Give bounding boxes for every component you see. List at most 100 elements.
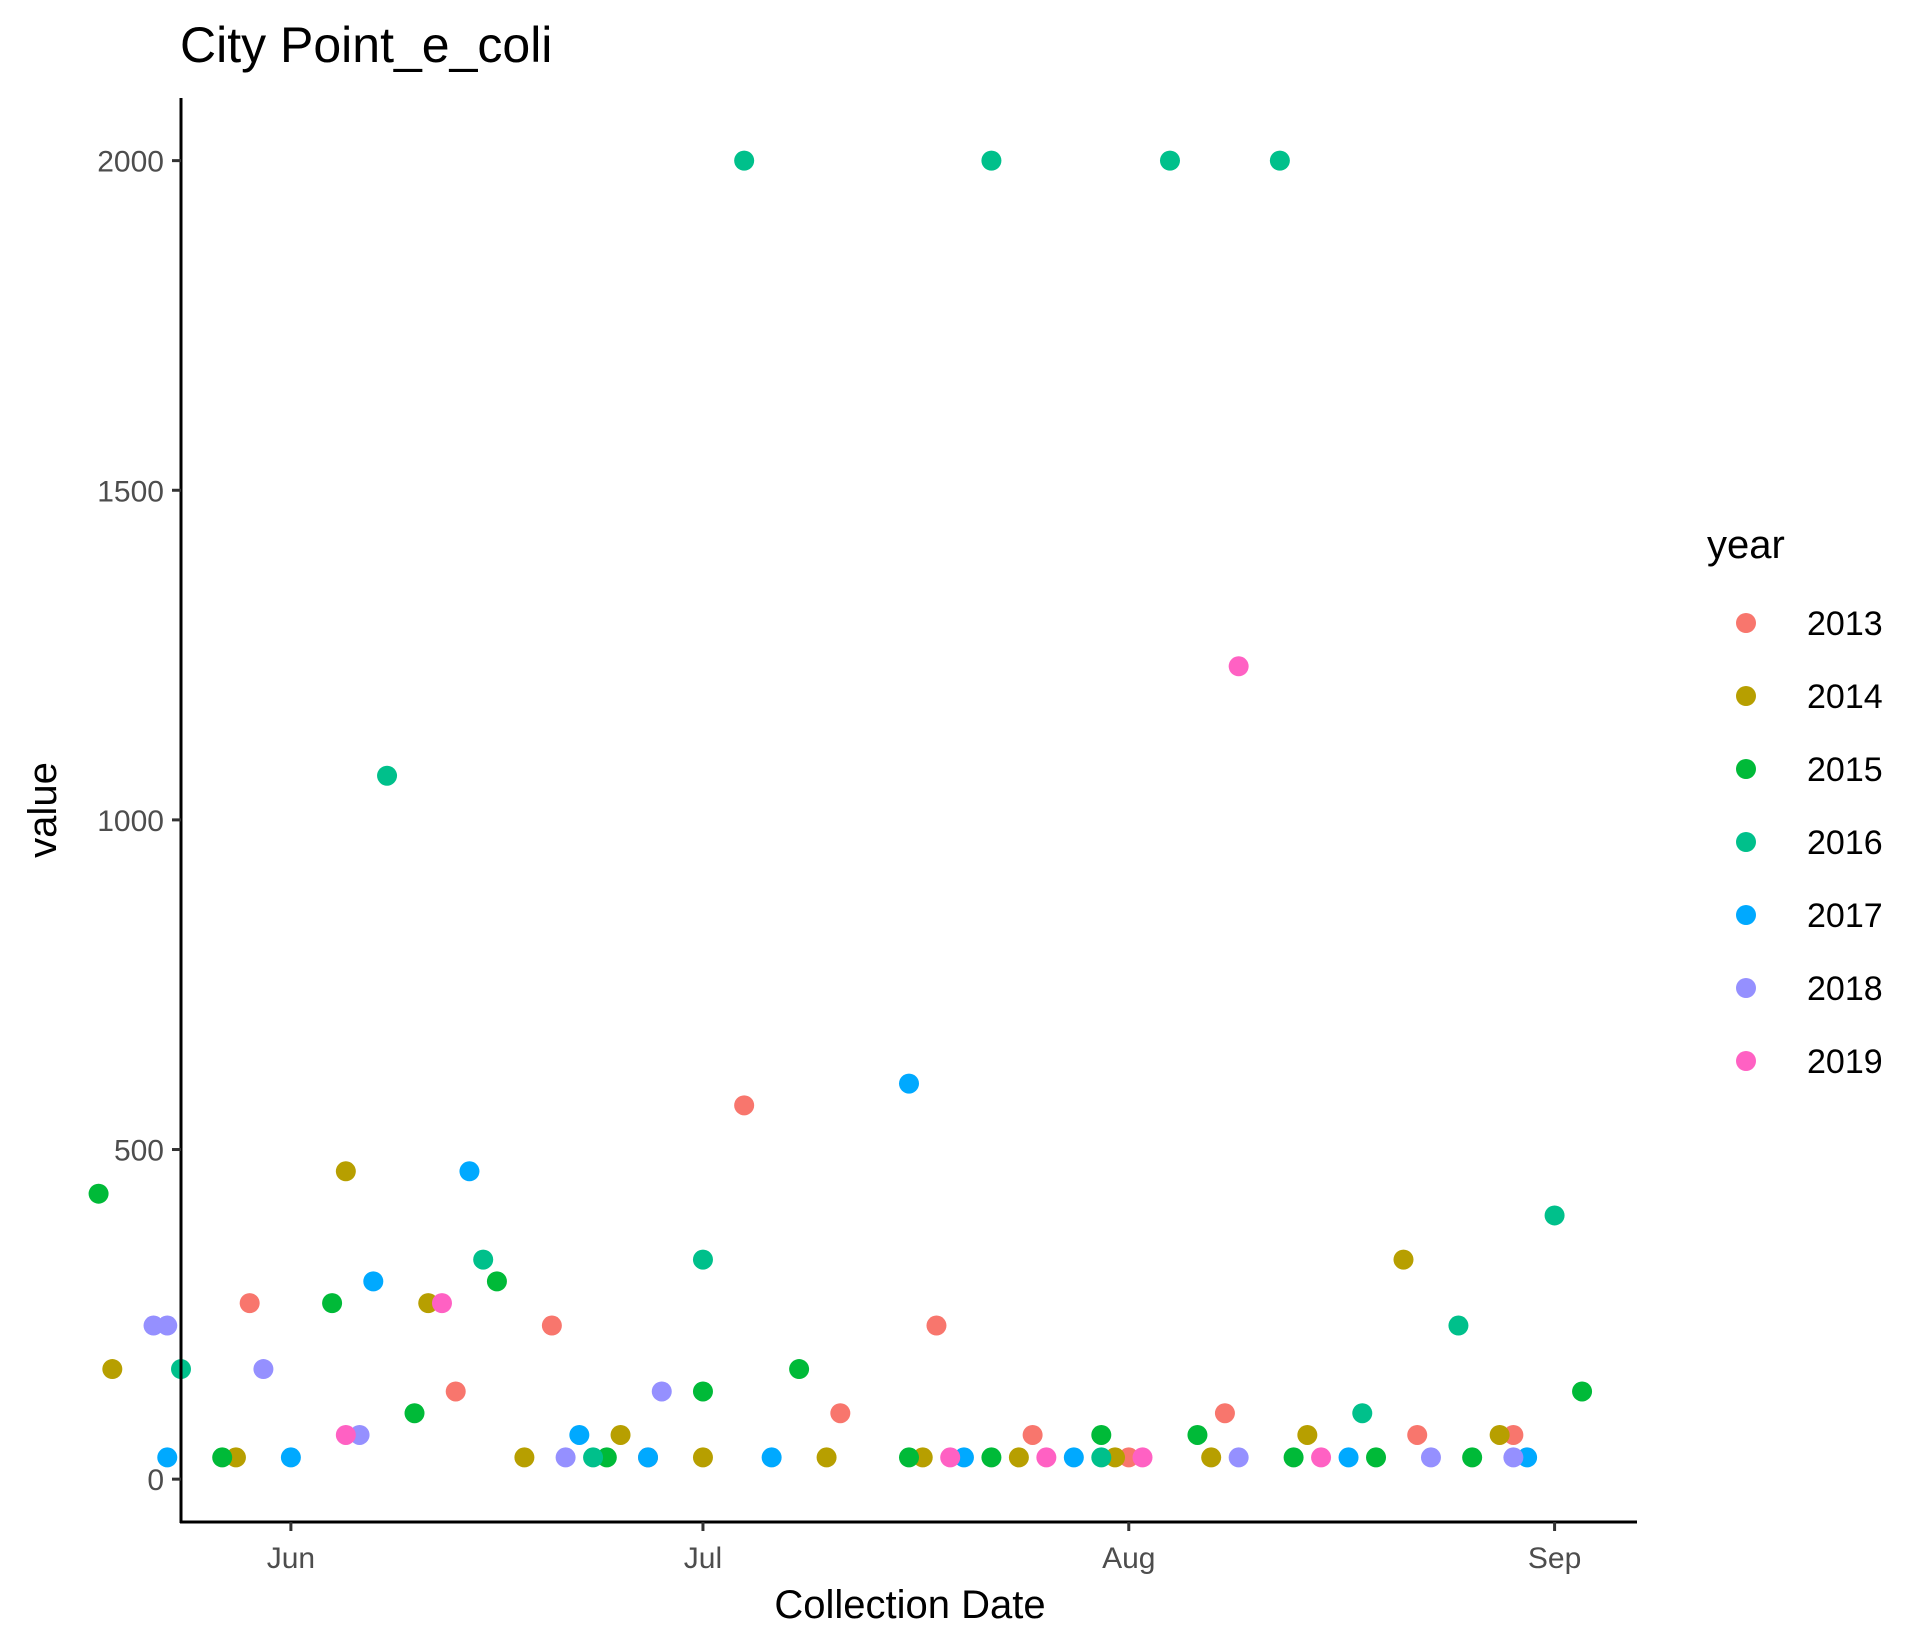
data-point-2017 <box>280 1447 301 1468</box>
data-point-2018 <box>157 1315 178 1336</box>
data-point-2018 <box>143 1315 164 1336</box>
data-point-2019 <box>940 1447 961 1468</box>
data-point-2014 <box>1008 1447 1029 1468</box>
data-point-2014 <box>1297 1424 1318 1445</box>
data-point-2018 <box>651 1381 672 1402</box>
legend-key-2019 <box>1736 1051 1756 1071</box>
data-point-2013 <box>541 1315 562 1336</box>
data-point-2013 <box>1503 1424 1524 1445</box>
legend-label-2018: 2018 <box>1807 970 1883 1008</box>
legend-key-2015 <box>1736 759 1756 779</box>
data-point-2015 <box>1572 1381 1593 1402</box>
legend-label-2016: 2016 <box>1807 824 1883 862</box>
data-point-2016 <box>473 1249 494 1270</box>
data-point-2018 <box>1503 1447 1524 1468</box>
y-axis-label: value <box>21 762 65 858</box>
data-point-2015 <box>1091 1424 1112 1445</box>
x-axis-label: Collection Date <box>774 1583 1045 1627</box>
legend-label-2013: 2013 <box>1807 605 1883 643</box>
data-point-2016 <box>583 1447 604 1468</box>
legend-label-2014: 2014 <box>1807 678 1883 716</box>
data-point-2015 <box>88 1183 109 1204</box>
data-point-2014 <box>418 1293 439 1314</box>
y-tick-label: 2000 <box>97 146 164 179</box>
data-point-2014 <box>692 1447 713 1468</box>
x-tick-label: Sep <box>1528 1542 1581 1575</box>
data-point-2016 <box>1269 150 1290 171</box>
data-point-2014 <box>225 1447 246 1468</box>
legend-key-2017 <box>1736 905 1756 925</box>
data-point-2016 <box>1159 150 1180 171</box>
y-axis-ticks: 0 500 1000 1500 2000 <box>97 146 181 1497</box>
data-point-2015 <box>1187 1424 1208 1445</box>
data-point-2017 <box>1517 1447 1538 1468</box>
data-point-2014 <box>816 1447 837 1468</box>
data-point-2014 <box>102 1359 123 1380</box>
data-point-2014 <box>610 1424 631 1445</box>
data-point-2019 <box>1036 1447 1057 1468</box>
data-point-2015 <box>322 1293 343 1314</box>
data-point-2017 <box>363 1271 384 1292</box>
data-point-2016 <box>692 1249 713 1270</box>
data-point-2013 <box>1118 1447 1139 1468</box>
data-point-2016 <box>1544 1205 1565 1226</box>
data-point-2015 <box>789 1359 810 1380</box>
chart-title: City Point_e_coli <box>180 17 552 73</box>
data-point-2016 <box>1448 1315 1469 1336</box>
y-tick-label: 1000 <box>97 805 164 838</box>
data-point-2019 <box>1228 656 1249 677</box>
plot-points <box>88 150 1593 1468</box>
legend: year 2013 2014 2015 2016 2017 2018 2019 <box>1707 523 1883 1081</box>
data-point-2015 <box>596 1447 617 1468</box>
data-point-2017 <box>1063 1447 1084 1468</box>
data-point-2015 <box>404 1403 425 1424</box>
data-point-2013 <box>1022 1424 1043 1445</box>
data-point-2018 <box>349 1424 370 1445</box>
data-point-2013 <box>445 1381 466 1402</box>
data-point-2015 <box>1283 1447 1304 1468</box>
data-point-2017 <box>1338 1447 1359 1468</box>
data-point-2019 <box>1311 1447 1332 1468</box>
data-point-2017 <box>157 1447 178 1468</box>
data-point-2017 <box>761 1447 782 1468</box>
x-tick-label: Jun <box>267 1542 315 1575</box>
data-point-2016 <box>377 765 398 786</box>
data-point-2017 <box>953 1447 974 1468</box>
legend-label-2015: 2015 <box>1807 751 1883 789</box>
x-axis-ticks: Jun Jul Aug Sep <box>267 1522 1581 1575</box>
data-point-2015 <box>981 1447 1002 1468</box>
legend-key-2018 <box>1736 978 1756 998</box>
y-tick-label: 1500 <box>97 475 164 508</box>
data-point-2017 <box>899 1073 919 1094</box>
y-tick-label: 0 <box>147 1464 164 1497</box>
data-point-2015 <box>1462 1447 1483 1468</box>
data-point-2019 <box>431 1293 452 1314</box>
data-point-2014 <box>335 1161 356 1182</box>
data-point-2018 <box>253 1359 274 1380</box>
data-point-2015 <box>1366 1447 1387 1468</box>
data-point-2016 <box>734 150 755 171</box>
data-point-2019 <box>1132 1447 1153 1468</box>
data-point-2016 <box>1352 1403 1373 1424</box>
data-point-2013 <box>734 1095 755 1116</box>
x-tick-label: Aug <box>1102 1542 1155 1575</box>
data-point-2017 <box>459 1161 480 1182</box>
data-point-2017 <box>638 1447 659 1468</box>
legend-key-2013 <box>1736 613 1756 633</box>
legend-title: year <box>1707 523 1785 567</box>
data-point-2015 <box>899 1447 919 1468</box>
data-point-2013 <box>239 1293 260 1314</box>
data-point-2013 <box>1407 1424 1428 1445</box>
data-point-2013 <box>830 1403 851 1424</box>
data-point-2015 <box>692 1381 713 1402</box>
data-point-2017 <box>569 1424 590 1445</box>
data-point-2018 <box>1420 1447 1441 1468</box>
data-point-2013 <box>1214 1403 1235 1424</box>
legend-key-2016 <box>1736 832 1756 852</box>
data-point-2016 <box>981 150 1002 171</box>
x-tick-label: Jul <box>684 1542 722 1575</box>
legend-key-2014 <box>1736 686 1756 706</box>
data-point-2015 <box>486 1271 507 1292</box>
data-point-2014 <box>1201 1447 1222 1468</box>
